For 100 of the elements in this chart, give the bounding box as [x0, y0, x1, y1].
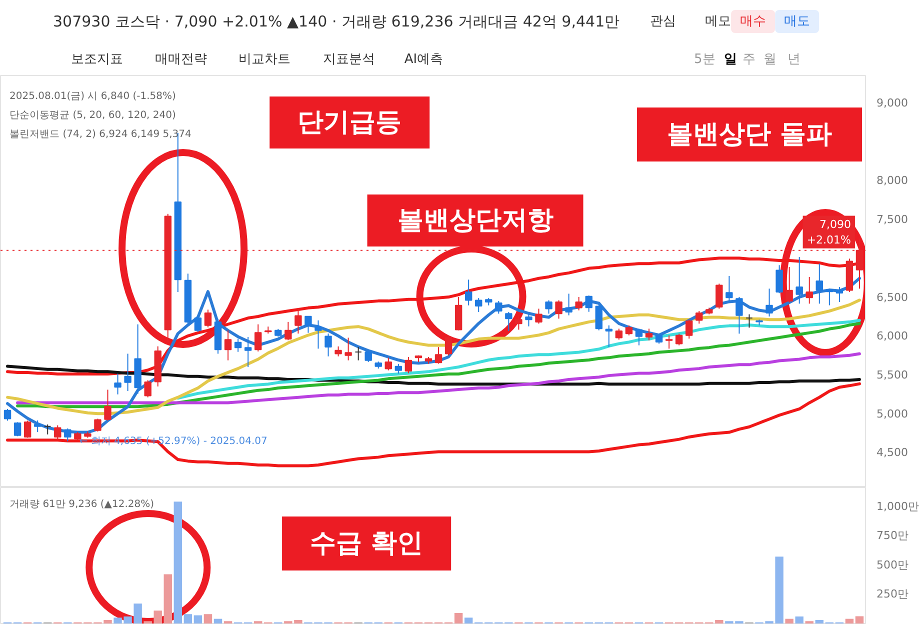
- bar: [815, 620, 824, 624]
- bar: [855, 616, 864, 624]
- candlestick: [545, 300, 552, 314]
- candlestick: [254, 324, 262, 352]
- candlestick: [394, 363, 402, 374]
- candlestick: [104, 389, 112, 422]
- y-tick-label: 6,000: [876, 330, 908, 343]
- text: 매도: [784, 14, 810, 29]
- text: 관심: [650, 14, 676, 29]
- candlestick: [495, 300, 502, 314]
- y-tick-label: 9,000: [876, 96, 908, 110]
- text: 주: [742, 52, 756, 67]
- y-tick-label: 1,000만: [876, 500, 919, 513]
- candlestick: [766, 288, 773, 317]
- bar: [464, 618, 473, 624]
- candlestick: [354, 346, 362, 361]
- y-tick-label: 750만: [876, 529, 908, 542]
- candlestick: [776, 264, 783, 294]
- text: 보조지표: [70, 52, 123, 67]
- candlestick: [505, 311, 512, 332]
- y-tick-label: 5,000: [876, 407, 908, 420]
- candlestick: [475, 298, 482, 312]
- candlestick: [244, 336, 252, 368]
- bar: [785, 618, 794, 624]
- bar: [164, 574, 172, 624]
- bar: [715, 620, 724, 624]
- candlestick: [364, 350, 372, 362]
- candlestick: [575, 296, 582, 311]
- y-tick-label: 5,500: [876, 368, 908, 382]
- candlestick: [464, 279, 472, 306]
- candlestick: [54, 424, 62, 440]
- candlestick: [625, 324, 633, 336]
- candlestick: [324, 333, 332, 357]
- text: 매수: [740, 14, 766, 29]
- bar: [795, 616, 804, 624]
- y-tick-label: 7,500: [876, 213, 908, 226]
- text: AI예측: [404, 52, 444, 67]
- bar: [454, 612, 463, 624]
- candlestick: [675, 333, 683, 346]
- candlestick: [555, 300, 562, 320]
- candlestick: [44, 424, 52, 435]
- candlestick: [746, 314, 753, 328]
- candlestick: [334, 346, 342, 357]
- candlestick: [525, 313, 532, 327]
- y-tick-label: 8,000: [876, 174, 908, 188]
- annotation: 단기급등: [298, 108, 402, 138]
- candlestick: [535, 308, 542, 324]
- candlestick: [736, 296, 743, 334]
- candlestick: [696, 310, 703, 324]
- line-series: [176, 318, 861, 400]
- candlestick: [806, 276, 813, 304]
- candlestick: [585, 294, 592, 312]
- candlestick: [114, 373, 122, 395]
- line-series: [16, 352, 861, 404]
- text: 일: [724, 52, 737, 67]
- candlestick: [294, 308, 302, 334]
- candlestick: [284, 321, 292, 341]
- bar: [194, 615, 202, 624]
- candlestick: [716, 283, 723, 310]
- text: 지표분석: [322, 52, 375, 67]
- candlestick: [595, 304, 602, 331]
- candlestick: [655, 333, 663, 344]
- candlestick: [224, 330, 232, 361]
- candlestick: [304, 316, 312, 334]
- chart-title: 307930 코스닥 · 7,090 +2.01% ▲140 · 거래량 619,236 거래대금 42억 9,441만: [52, 12, 620, 30]
- candlestick: [515, 314, 522, 330]
- candlestick: [144, 380, 152, 398]
- bar: [845, 618, 854, 624]
- y-tick-label: 4,500: [876, 446, 908, 460]
- ref-line-label: 7,090 +2.01%: [806, 218, 851, 246]
- y-tick-label: 250만: [876, 588, 908, 601]
- candlestick: [615, 328, 623, 340]
- y-tick-label: 6,500: [876, 290, 908, 304]
- line-series: [6, 382, 861, 468]
- annotation: 수급 확인: [310, 528, 424, 558]
- candlestick: [665, 334, 673, 350]
- text: 메모: [705, 14, 732, 29]
- y-tick-label: 500만: [876, 558, 908, 572]
- candlestick: [635, 328, 643, 346]
- text: 매매전략: [155, 52, 208, 67]
- bar: [214, 618, 222, 624]
- candlestick: [384, 357, 392, 371]
- candlestick: [786, 266, 793, 303]
- candlestick: [124, 353, 132, 392]
- candlestick: [204, 309, 212, 328]
- text: 비교차트: [238, 52, 291, 67]
- candlestick: [94, 418, 102, 432]
- candlestick: [685, 319, 693, 340]
- bar: [154, 610, 162, 624]
- candlestick: [344, 337, 352, 361]
- text: 월: [763, 52, 776, 67]
- annotation: 볼밴상단 돌파: [667, 120, 832, 150]
- candlestick: [314, 320, 322, 350]
- bar: [204, 614, 212, 624]
- annotation: 볼밴상단저항: [397, 206, 554, 236]
- candlestick: [234, 338, 242, 352]
- text: 5분: [694, 52, 716, 67]
- candlestick: [605, 324, 613, 348]
- candlestick: [826, 288, 834, 306]
- candlestick: [14, 422, 22, 437]
